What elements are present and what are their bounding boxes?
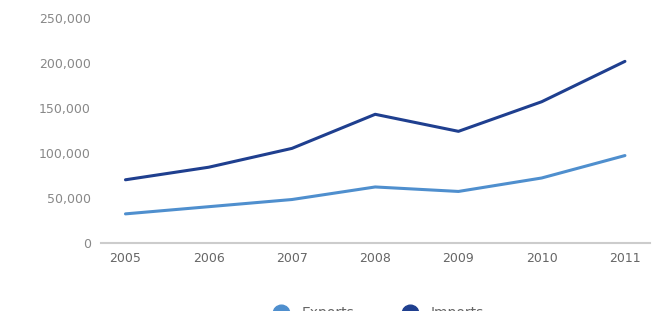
Legend: Exports, Imports: Exports, Imports (261, 301, 489, 311)
